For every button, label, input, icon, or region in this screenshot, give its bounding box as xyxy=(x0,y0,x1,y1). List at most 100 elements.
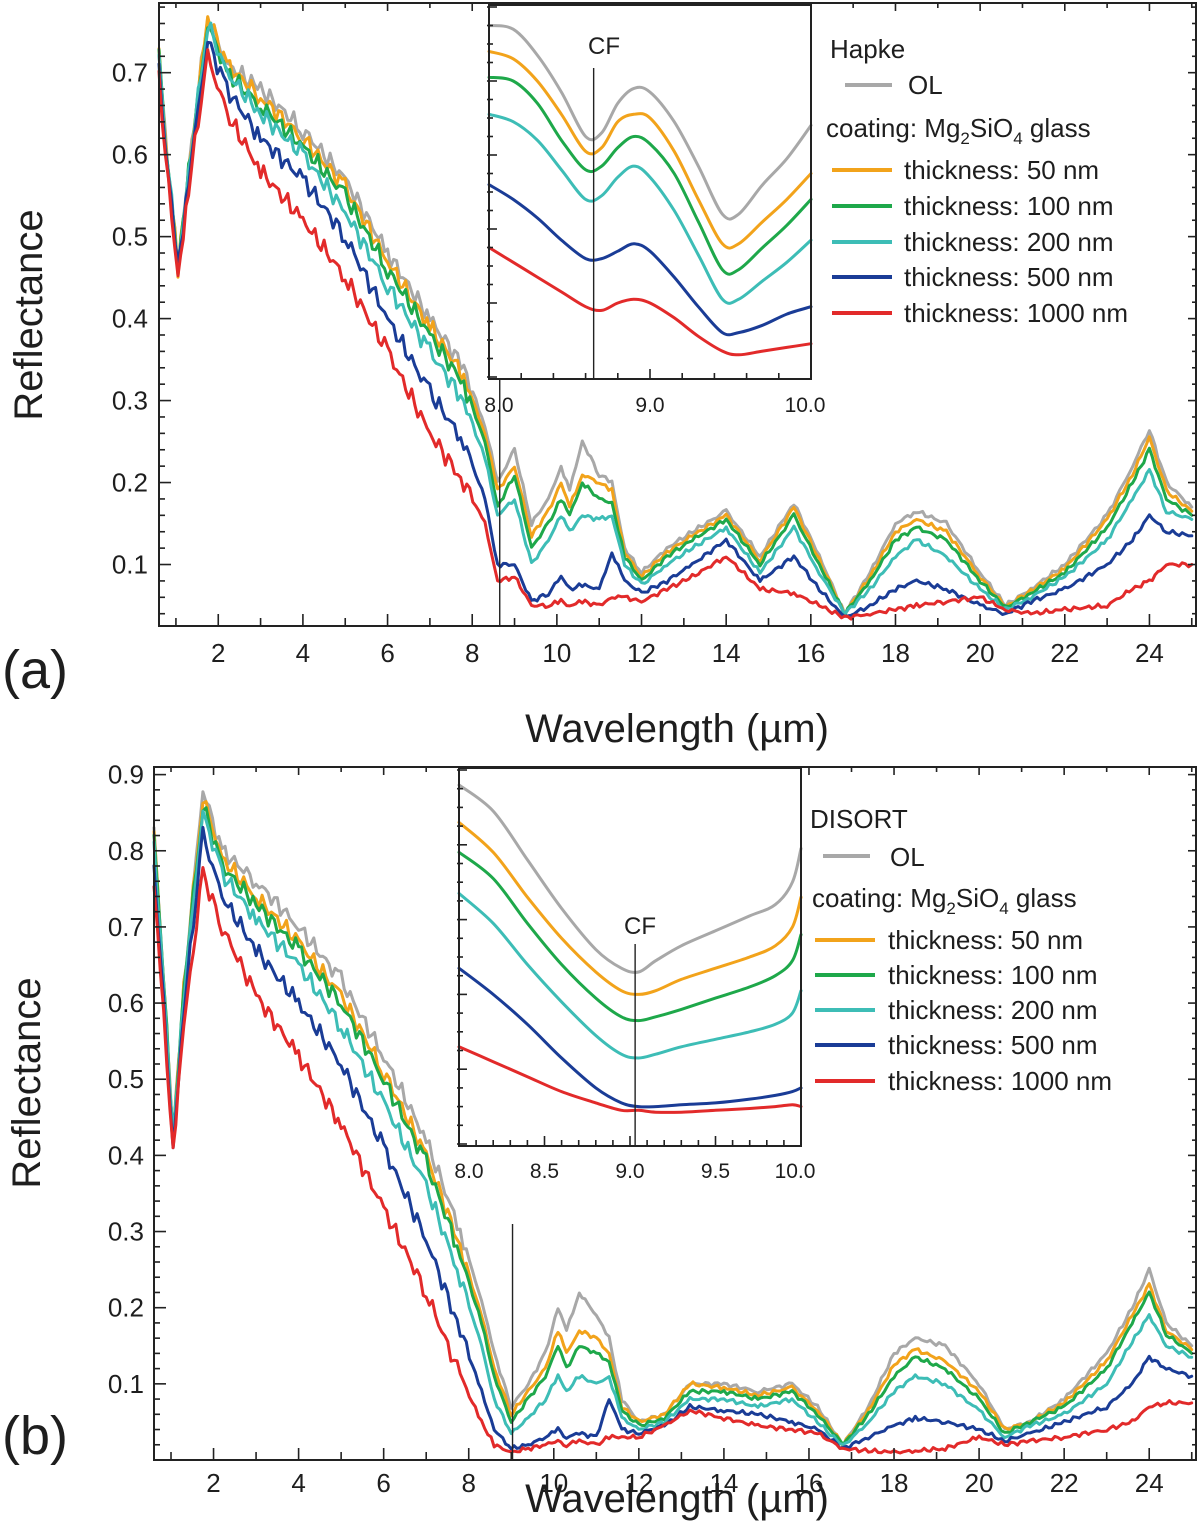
panel-b-inset-ticks: 8.0 8.5 9.0 9.5 10.0 xyxy=(454,769,815,1183)
panel-b-inset-series-thickness-500-nm xyxy=(457,966,803,1109)
panel-b-coating-suffix: glass xyxy=(1009,883,1077,913)
panel-b-x-tick-label-2: 2 xyxy=(206,1468,220,1498)
panel-a: 2 4 6 8 10 12 14 16 18 20 22 24 0.10.20.30.40.50.60… xyxy=(2,2,1197,751)
panel-b-legend-200nm: thickness: 200 nm xyxy=(888,995,1098,1025)
panel-a-series-thickness-50-nm xyxy=(157,15,1194,617)
panel-b-inset-series-thickness-50-nm xyxy=(457,820,803,996)
panel-a-inset-ticks: 8.0 9.0 10.0 xyxy=(484,6,826,417)
panel-a-coating-sub1: 2 xyxy=(960,129,969,148)
panel-a-x-tick-label-24: 24 xyxy=(1135,638,1164,668)
panel-a-inset-series-thickness-200-nm xyxy=(487,112,813,305)
panel-a-legend-ol: OL xyxy=(908,70,943,100)
panel-a-y-tick-label-0.5: 0.5 xyxy=(112,222,148,252)
panel-b-coating-prefix: coating: Mg xyxy=(812,883,946,913)
panel-b-inset-x-tick-label-9.5: 9.5 xyxy=(701,1160,730,1183)
panel-a-x-tick-label-18: 18 xyxy=(881,638,910,668)
panel-b-y-tick-label-0.9: 0.9 xyxy=(108,760,144,790)
panel-a-x-tick-label-12: 12 xyxy=(627,638,656,668)
panel-a-coating-mid: SiO xyxy=(970,113,1013,143)
panel-b-y-tick-label-0.4: 0.4 xyxy=(108,1140,144,1170)
panel-b-legend-100nm: thickness: 100 nm xyxy=(888,960,1098,990)
panel-b-x-tick-label-24: 24 xyxy=(1135,1468,1164,1498)
panel-a-inset-series-thickness-100-nm xyxy=(487,75,813,276)
panel-a-x-tick-label-22: 22 xyxy=(1050,638,1079,668)
panel-a-series-thickness-200-nm xyxy=(157,21,1194,616)
panel-b-inset-series-ol xyxy=(457,783,803,974)
panel-b-y-tick-label-0.2: 0.2 xyxy=(108,1293,144,1323)
panel-b-legend-coating: coating: Mg2SiO4 glass xyxy=(812,883,1077,918)
panel-a-inset-series-thickness-500-nm xyxy=(487,183,813,337)
panel-a-inset-x-tick-label-10: 10.0 xyxy=(785,394,826,417)
panel-b-y-tick-label-0.1: 0.1 xyxy=(108,1369,144,1399)
panel-a-coating-sub2: 4 xyxy=(1013,129,1022,148)
panel-a-x-tick-label-10: 10 xyxy=(542,638,571,668)
panel-a-y-tick-label-0.1: 0.1 xyxy=(112,550,148,580)
panel-b-y-axis-title: Reflectance xyxy=(5,977,49,1188)
panel-a-inset-series-thickness-50-nm xyxy=(487,49,813,250)
panel-a-legend: Hapke OL coating: Mg2SiO4 glass thicknes… xyxy=(826,34,1128,328)
panel-a-letter: (a) xyxy=(2,640,68,700)
panel-a-y-tick-label-0.4: 0.4 xyxy=(112,304,148,334)
panel-b-legend-title: DISORT xyxy=(810,804,908,834)
panel-b-coating-mid: SiO xyxy=(956,883,999,913)
panel-a-coating-suffix: glass xyxy=(1023,113,1091,143)
panel-a-y-tick-label-0.3: 0.3 xyxy=(112,386,148,416)
panel-b-x-axis-title: Wavelength (µm) xyxy=(525,1477,829,1521)
panel-b: 2 4 6 8 10 12 14 16 18 20 22 24 0.10.20.30.40.50.60… xyxy=(2,760,1197,1521)
panel-b-x-tick-label-14: 14 xyxy=(709,1468,738,1498)
panel-b-letter: (b) xyxy=(2,1406,68,1466)
panel-a-plot-frame xyxy=(158,2,1197,627)
panel-a-legend-200nm: thickness: 200 nm xyxy=(904,227,1114,257)
panel-b-x-tick-label-6: 6 xyxy=(376,1468,390,1498)
panel-b-legend-50nm: thickness: 50 nm xyxy=(888,925,1083,955)
panel-a-x-tick-label-8: 8 xyxy=(465,638,479,668)
panel-a-inset-series-thickness-1000-nm xyxy=(487,246,813,357)
panel-a-series-thickness-500-nm xyxy=(157,40,1194,618)
panel-a-y-ticks: 0.1 0.2 0.3 0.4 0.5 0.6 0.7 xyxy=(112,6,1196,615)
panel-a-y-tick-label-0.6: 0.6 xyxy=(112,140,148,170)
panel-a-x-tick-label-2: 2 xyxy=(211,638,225,668)
panel-a-legend-500nm: thickness: 500 nm xyxy=(904,262,1114,292)
panel-b-legend-ol: OL xyxy=(890,842,925,872)
panel-b-inset-x-tick-label-8.5: 8.5 xyxy=(530,1160,559,1183)
panel-b-x-ticks: 2 4 6 8 10 12 14 16 18 20 22 24 xyxy=(170,767,1193,1498)
panel-b-y-tick-label-0.7: 0.7 xyxy=(108,912,144,942)
panel-a-y-tick-label-0.7: 0.7 xyxy=(112,58,148,88)
panel-b-x-tick-label-4: 4 xyxy=(291,1468,305,1498)
panel-a-x-tick-label-6: 6 xyxy=(380,638,394,668)
panel-a-series-thickness-100-nm xyxy=(157,26,1194,618)
panel-b-inset-cf-label: CF xyxy=(624,913,656,940)
panel-a-series-thickness-1000-nm xyxy=(157,48,1194,621)
panel-b-inset-x-tick-label-8: 8.0 xyxy=(454,1160,483,1183)
panel-b-y-tick-label-0.6: 0.6 xyxy=(108,988,144,1018)
panel-a-inset-series-ol xyxy=(487,24,813,221)
panel-a-inset-background xyxy=(489,5,811,379)
panel-a-y-tick-label-0.2: 0.2 xyxy=(112,468,148,498)
panel-a-inset-cf-label: CF xyxy=(588,33,620,60)
panel-b-x-tick-label-16: 16 xyxy=(795,1468,824,1498)
panel-a-inset-series-group xyxy=(487,24,813,357)
panel-a-x-axis-title: Wavelength (µm) xyxy=(525,707,829,751)
panel-b-inset-series-thickness-100-nm xyxy=(457,850,803,1023)
panel-a-x-tick-label-16: 16 xyxy=(796,638,825,668)
panel-b-y-tick-label-0.5: 0.5 xyxy=(108,1064,144,1094)
panel-b-x-tick-label-12: 12 xyxy=(624,1468,653,1498)
panel-b-y-tick-label-0.3: 0.3 xyxy=(108,1217,144,1247)
panel-a-y-axis-title: Reflectance xyxy=(7,209,51,420)
panel-a-legend-50nm: thickness: 50 nm xyxy=(904,155,1099,185)
panel-a-legend-title: Hapke xyxy=(830,34,905,64)
panel-a-x-tick-label-14: 14 xyxy=(712,638,741,668)
panel-b-series-thickness-100-nm xyxy=(152,806,1194,1446)
panel-b-y-ticks: 0.1 0.2 0.3 0.4 0.5 0.6 0.7 0.8 0.9 xyxy=(108,760,1196,1461)
panel-b-series-thickness-50-nm xyxy=(152,800,1194,1448)
panel-b-inset-x-tick-label-9: 9.0 xyxy=(615,1160,644,1183)
panel-b-legend: DISORT OL coating: Mg2SiO4 glass thickne… xyxy=(810,804,1112,1096)
panel-a-legend-coating: coating: Mg2SiO4 glass xyxy=(826,113,1091,148)
panel-b-x-tick-label-18: 18 xyxy=(880,1468,909,1498)
panel-b-inset-series-group xyxy=(457,783,803,1114)
panel-b-x-tick-label-20: 20 xyxy=(965,1468,994,1498)
panel-a-series-group xyxy=(157,15,1194,621)
panel-b-coating-sub2: 4 xyxy=(999,899,1008,918)
panel-b-legend-500nm: thickness: 500 nm xyxy=(888,1030,1098,1060)
